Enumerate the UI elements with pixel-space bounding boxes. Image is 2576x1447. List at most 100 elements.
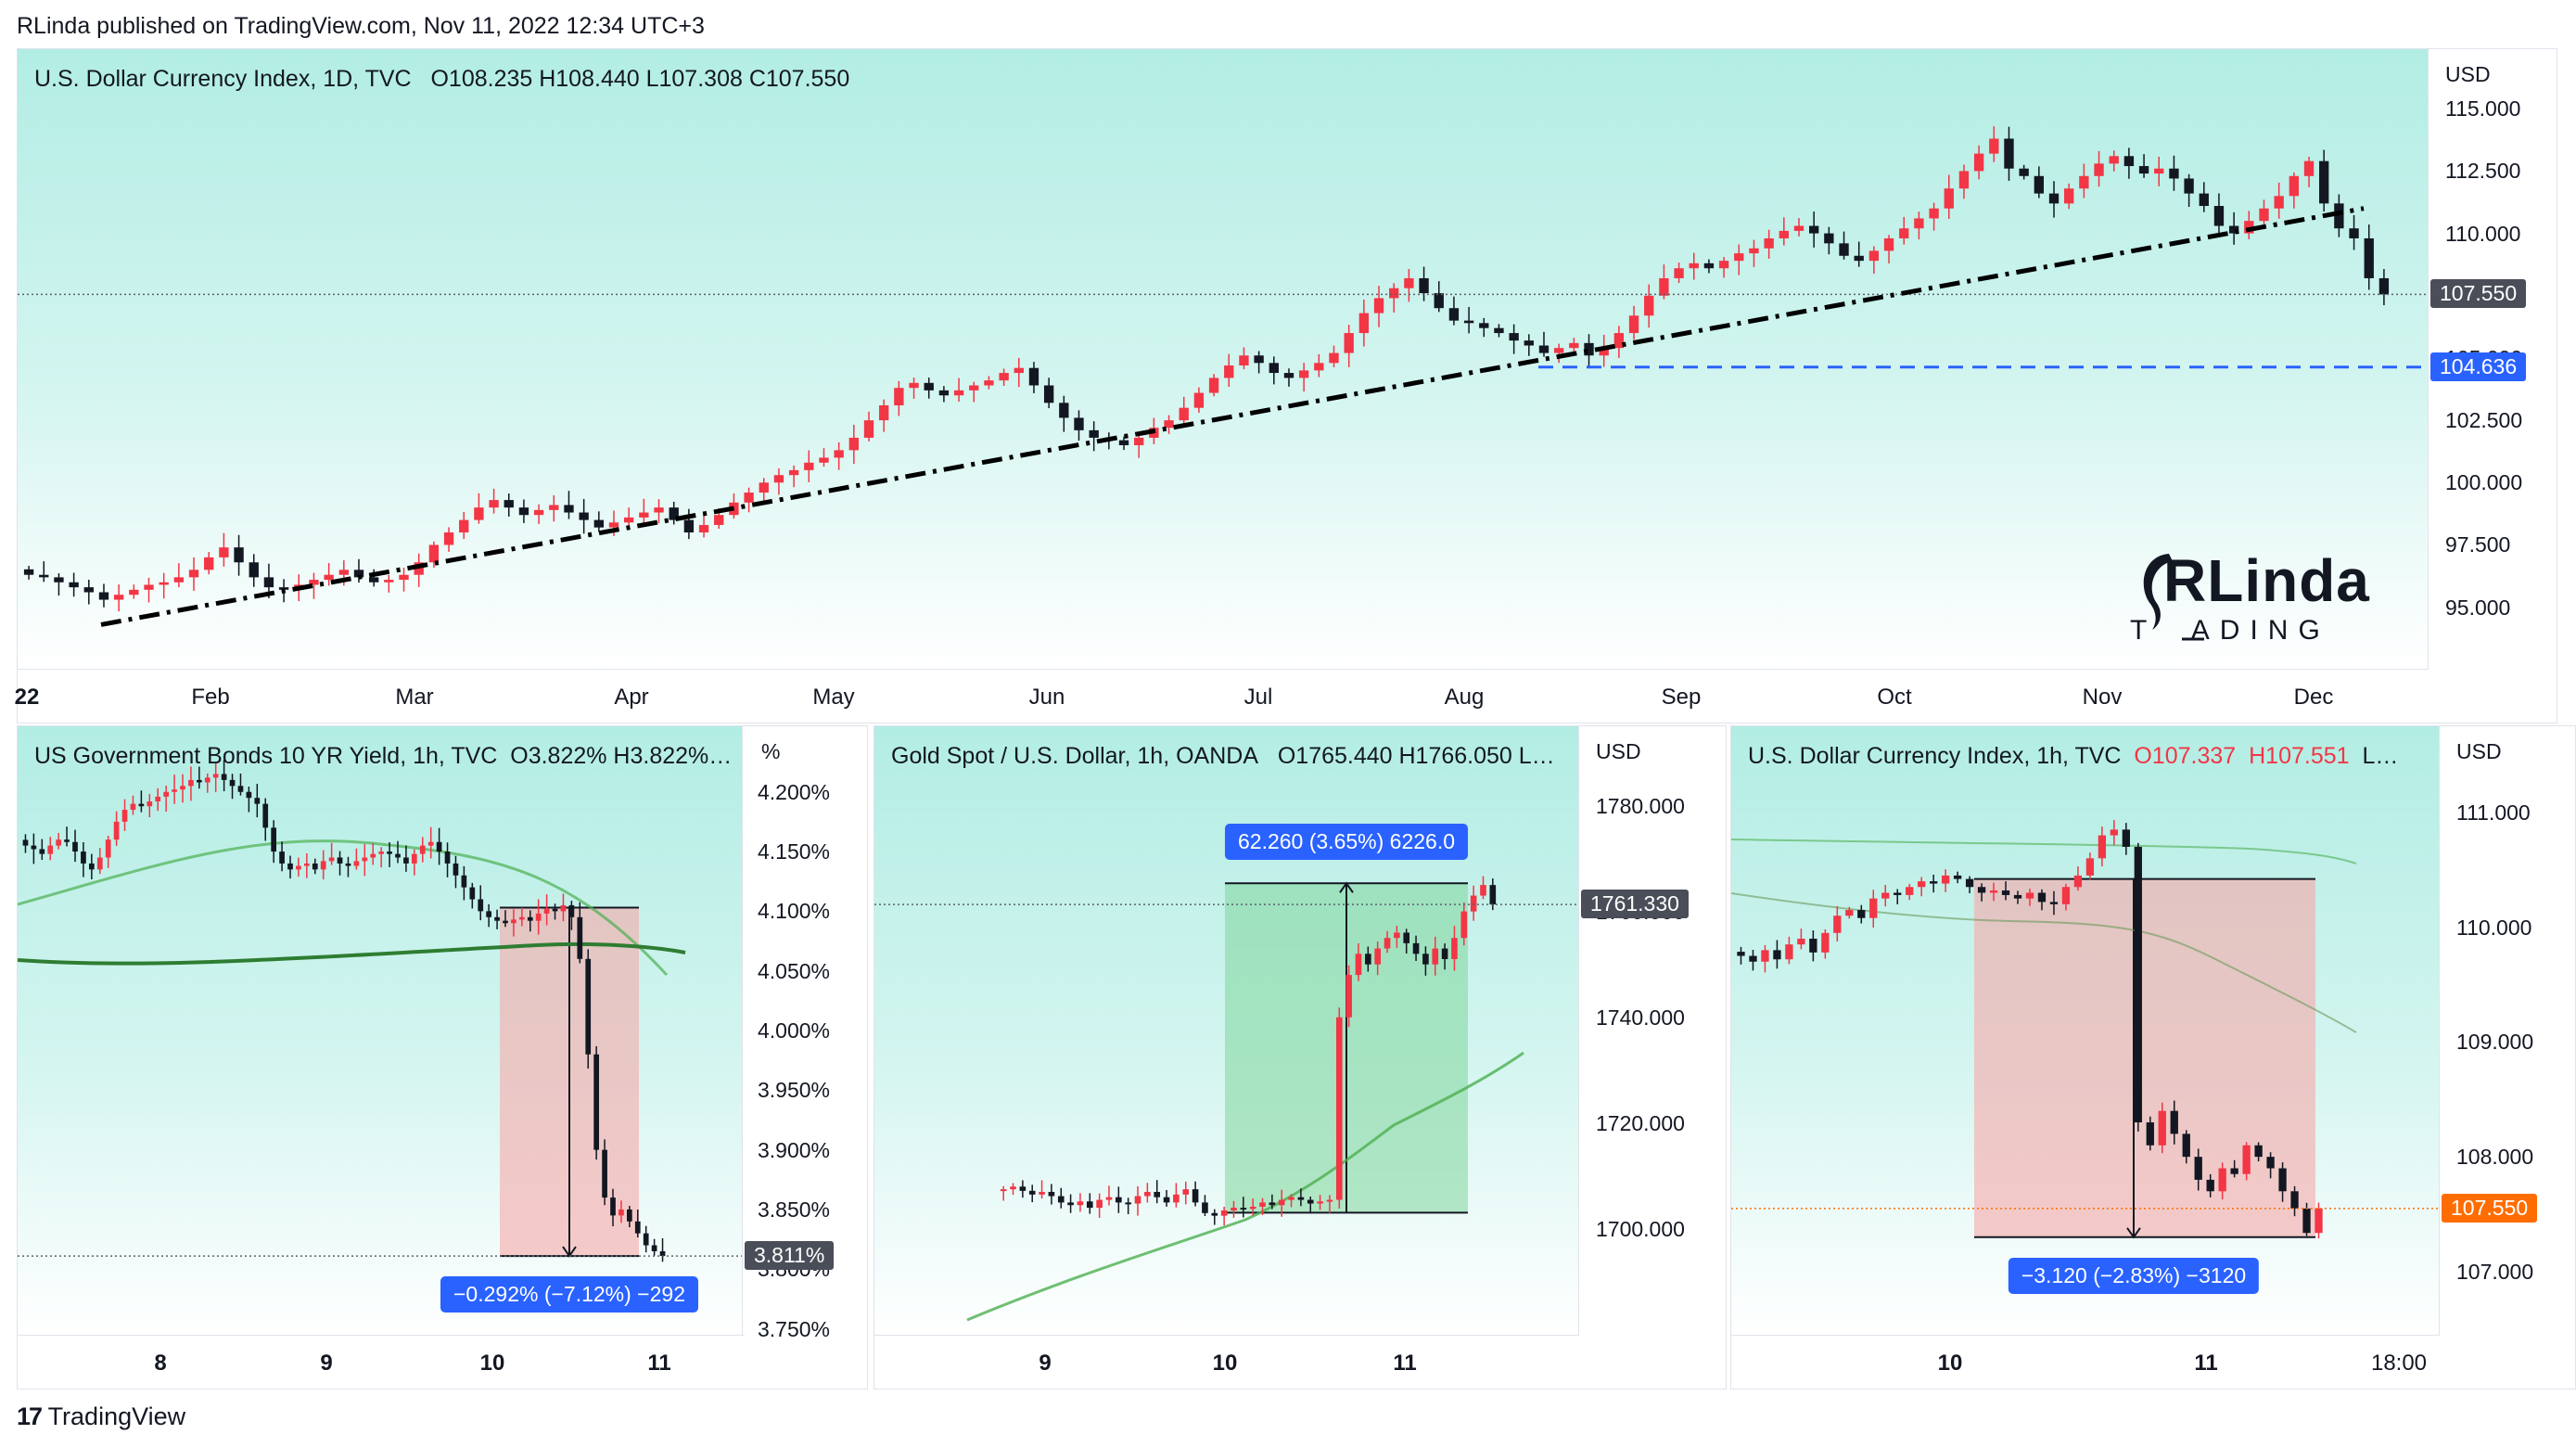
xauusd-candle-body — [1116, 1197, 1122, 1203]
xauusd-candle-body — [1039, 1191, 1045, 1195]
us10y-candle — [543, 894, 550, 926]
us10y-candle-body — [634, 1221, 641, 1234]
us10y-candle — [105, 836, 111, 868]
dxy-daily-candle — [2364, 224, 2374, 290]
us10y-candle-body — [113, 821, 120, 840]
xauusd-candle — [1441, 943, 1448, 970]
dxy-daily-candle — [744, 487, 754, 513]
us10y-ma-slow — [18, 941, 686, 966]
dxy-daily-candle — [1868, 246, 1880, 275]
dxy-hourly-time-axis[interactable]: 10 11 18:00 — [1731, 1335, 2440, 1389]
us10y-candle-body — [453, 863, 459, 876]
tradingview-footer[interactable]: 17 TradingView — [17, 1402, 185, 1431]
dxy-hourly-candle — [1930, 874, 1938, 893]
us10y-candle-body — [138, 803, 145, 807]
us10y-candle-body — [535, 913, 542, 921]
us10y-candle — [444, 842, 451, 877]
xauusd-candle-body — [1096, 1199, 1103, 1209]
us10y-y-tick: 3.900% — [758, 1137, 831, 1162]
xauusd-candle — [1192, 1181, 1199, 1207]
us10y-candle-body — [39, 849, 45, 854]
dxy-hourly-candle-body — [2073, 875, 2083, 888]
dxy-daily-candle — [1809, 211, 1819, 248]
dxy-daily-candle — [2048, 181, 2060, 218]
dxy-hourly-candle — [2025, 889, 2034, 906]
dxy-daily-candle-body — [39, 574, 49, 578]
dxy-daily-candle-body — [2378, 277, 2390, 295]
us10y-time-axis[interactable]: 8 9 10 11 — [18, 1335, 745, 1389]
dxy-hourly-candle-body — [2001, 890, 2010, 895]
us10y-candle — [121, 799, 128, 831]
xauusd-candle-body — [1394, 932, 1400, 939]
dxy-daily-plot[interactable]: U.S. Dollar Currency Index, 1D, TVC O108… — [18, 49, 2429, 669]
us10y-candle-body — [626, 1209, 632, 1222]
dxy-daily-candle — [2064, 183, 2074, 210]
dxy-daily-candle-body — [969, 385, 979, 391]
us10y-candle-body — [411, 853, 417, 864]
dxy-daily-x-tick: 22 — [14, 685, 40, 710]
us10y-candle — [328, 842, 335, 865]
us10y-candle — [180, 774, 185, 803]
dxy-daily-candle — [1358, 299, 1370, 347]
dxy-daily-candle — [173, 563, 185, 588]
xauusd-candle — [1134, 1185, 1141, 1216]
xauusd-y-tick: 1780.000 — [1596, 793, 1685, 818]
xauusd-candle — [1335, 1007, 1343, 1209]
xauusd-candle — [1000, 1185, 1007, 1201]
us10y-candle — [312, 858, 318, 875]
dxy-daily-candle-body — [2123, 156, 2135, 167]
xauusd-candle-body — [1335, 1017, 1343, 1200]
dxy-hourly-measure-box — [1974, 878, 2315, 1237]
dxy-daily-time-axis[interactable]: 22 Feb Mar Apr May Jun Jul Aug Sep Oct Nov Dec — [14, 669, 2429, 725]
dxy-daily-price-axis[interactable]: USD 115.000112.500110.000107.500105.0001… — [2428, 49, 2557, 669]
dxy-daily-candle — [2274, 182, 2284, 219]
dxy-daily-candle-body — [98, 592, 109, 600]
xauusd-candle — [1345, 965, 1352, 1028]
dxy-daily-candle — [1914, 211, 1924, 240]
dxy-hourly-plot[interactable]: U.S. Dollar Currency Index, 1h, TVC O107… — [1731, 726, 2440, 1335]
us10y-price-axis[interactable]: % 4.200% 4.150% 4.100% 4.050% 4.000% 3.950% 3.… — [742, 726, 867, 1341]
dxy-daily-candle-body — [1254, 355, 1264, 364]
dxy-daily-y-tick: 115.000 — [2445, 96, 2521, 122]
xauusd-price-axis[interactable]: USD 1780.0001760.0001740.0001720.0001700… — [1578, 726, 1726, 1335]
dxy-daily-candle-body — [2154, 168, 2164, 174]
dxy-daily-candle-body — [113, 595, 124, 600]
dxy-daily-candle — [1899, 216, 1909, 245]
dxy-daily-candle — [863, 411, 874, 442]
dxy-daily-candle-body — [1344, 333, 1354, 353]
dxy-hourly-ma-slow — [1731, 839, 2357, 864]
dxy-daily-candle — [443, 527, 454, 552]
dxy-hourly-candle-body — [1894, 892, 1902, 895]
xauusd-candle — [1048, 1184, 1055, 1205]
dxy-daily-candle — [2378, 269, 2390, 306]
dxy-hourly-candle-body — [2013, 894, 2022, 899]
dxy-daily-x-tick: Jul — [1243, 685, 1273, 710]
us10y-title: US Government Bonds 10 YR Yield, 1h, TVC… — [34, 743, 733, 769]
dxy-daily-candle-body — [2259, 208, 2269, 222]
xauusd-candle — [1297, 1188, 1305, 1207]
dxy-daily-candle — [1028, 362, 1039, 393]
xauusd-time-axis[interactable]: 9 10 11 — [874, 1335, 1579, 1389]
dxy-hourly-candle-body — [2134, 846, 2142, 1123]
dxy-daily-chart — [18, 126, 2429, 627]
dxy-daily-y-tick: 97.500 — [2445, 532, 2511, 557]
us10y-candle-body — [279, 852, 285, 864]
dxy-hourly-candle-body — [2230, 1168, 2238, 1174]
dxy-daily-candle — [518, 499, 529, 523]
dxy-hourly-candle — [2182, 1130, 2190, 1164]
dxy-hourly-candle — [2158, 1102, 2166, 1154]
xauusd-candle — [1470, 885, 1477, 921]
dxy-hourly-y-tick: 110.000 — [2456, 915, 2532, 940]
us10y-candle-body — [337, 857, 343, 864]
dxy-daily-candle-body — [1809, 225, 1819, 234]
dxy-daily-candle-body — [278, 587, 289, 590]
dxy-daily-candle — [1883, 235, 1894, 264]
dxy-daily-candle — [1553, 343, 1564, 364]
xauusd-plot[interactable]: Gold Spot / U.S. Dollar, 1h, OANDA O1765… — [874, 726, 1579, 1335]
us10y-plot[interactable]: US Government Bonds 10 YR Yield, 1h, TVC… — [18, 726, 745, 1335]
xauusd-measure-arrowhead — [1339, 881, 1354, 893]
dxy-daily-price-badge: 107.550 — [2430, 279, 2527, 309]
dxy-hourly-price-axis[interactable]: USD 111.000 110.000 109.000 108.000 107.000 1… — [2439, 726, 2575, 1335]
dxy-daily-candle — [2079, 163, 2089, 198]
dxy-daily-candle-body — [1824, 233, 1834, 244]
